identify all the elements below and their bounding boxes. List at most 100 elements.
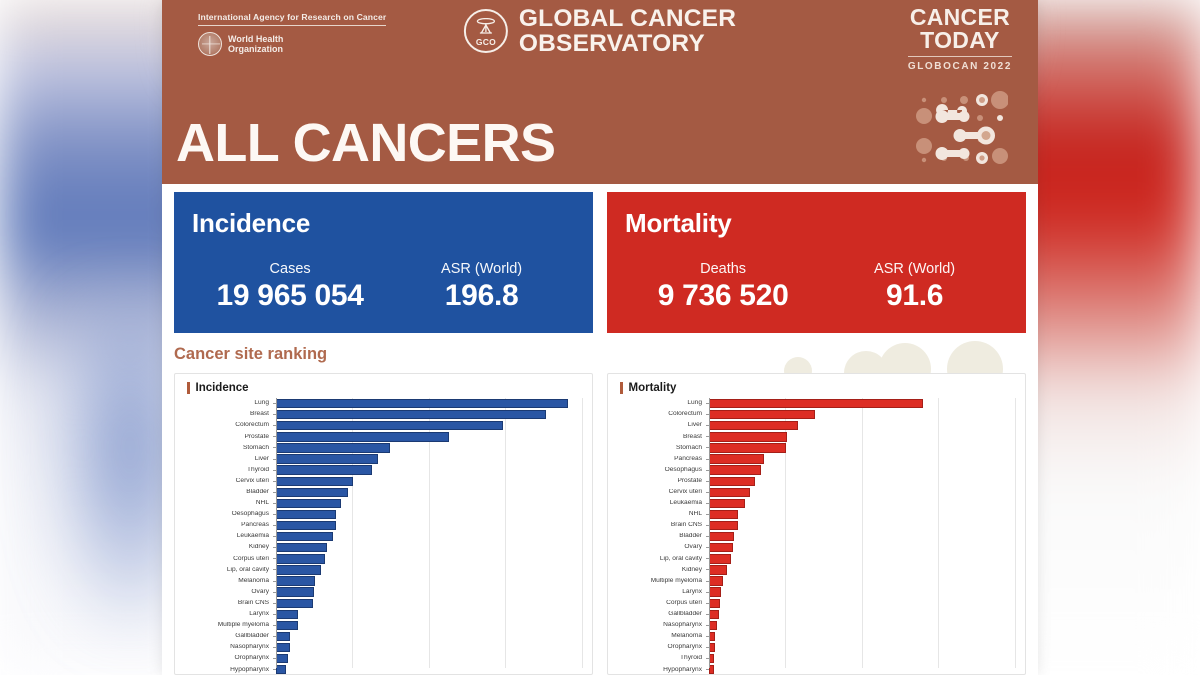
chart-bar[interactable] bbox=[275, 520, 336, 531]
chart-bar[interactable] bbox=[275, 543, 327, 553]
chart-bar[interactable] bbox=[275, 487, 348, 497]
chart-bar[interactable] bbox=[708, 587, 721, 597]
chart-row[interactable]: Leukaemia bbox=[181, 531, 582, 542]
chart-row[interactable]: Ovary bbox=[614, 542, 1015, 553]
chart-bar[interactable] bbox=[708, 665, 714, 674]
chart-bar[interactable] bbox=[275, 609, 298, 620]
chart-row[interactable]: Cervix uteri bbox=[181, 476, 582, 487]
chart-row[interactable]: Nasopharynx bbox=[181, 642, 582, 653]
chart-bar[interactable] bbox=[708, 565, 727, 575]
chart-bar[interactable] bbox=[275, 432, 449, 442]
chart-bar[interactable] bbox=[275, 576, 315, 586]
chart-bar[interactable] bbox=[275, 476, 354, 486]
chart-row[interactable]: Liver bbox=[181, 453, 582, 464]
incidence-ranking-panel[interactable]: Incidence Lung Breast Colorectum Prostate St… bbox=[174, 373, 593, 675]
chart-row[interactable]: NHL bbox=[181, 498, 582, 509]
chart-row[interactable]: Lung bbox=[614, 398, 1015, 409]
chart-row[interactable]: Pancreas bbox=[181, 520, 582, 531]
chart-row[interactable]: Bladder bbox=[614, 531, 1015, 542]
chart-row[interactable]: Melanoma bbox=[614, 631, 1015, 642]
chart-bar[interactable] bbox=[708, 531, 735, 542]
chart-bar[interactable] bbox=[708, 576, 723, 586]
chart-bar[interactable] bbox=[275, 554, 326, 564]
chart-row[interactable]: Oropharynx bbox=[614, 642, 1015, 653]
chart-row[interactable]: Lung bbox=[181, 398, 582, 409]
chart-bar[interactable] bbox=[708, 465, 761, 475]
chart-bar[interactable] bbox=[275, 665, 286, 674]
chart-bar[interactable] bbox=[275, 531, 333, 542]
chart-row[interactable]: Liver bbox=[614, 420, 1015, 431]
chart-row[interactable]: Pancreas bbox=[614, 453, 1015, 464]
mortality-ranking-panel[interactable]: Mortality Lung Colorectum Liver Breast Stoma… bbox=[607, 373, 1026, 675]
mortality-bar-chart[interactable]: Lung Colorectum Liver Breast Stomach Pancreas… bbox=[614, 398, 1016, 674]
chart-bar[interactable] bbox=[708, 498, 745, 509]
chart-bar[interactable] bbox=[708, 543, 733, 553]
chart-row[interactable]: Multiple myeloma bbox=[614, 576, 1015, 587]
chart-bar[interactable] bbox=[275, 465, 373, 475]
chart-row[interactable]: NHL bbox=[614, 509, 1015, 520]
chart-row[interactable]: Corpus uteri bbox=[614, 598, 1015, 609]
chart-row[interactable]: Gallbladder bbox=[614, 609, 1015, 620]
chart-row[interactable]: Melanoma bbox=[181, 576, 582, 587]
chart-row[interactable]: Kidney bbox=[181, 542, 582, 553]
chart-row[interactable]: Kidney bbox=[614, 564, 1015, 575]
chart-bar[interactable] bbox=[708, 409, 816, 420]
chart-bar[interactable] bbox=[275, 498, 341, 509]
chart-row[interactable]: Oropharynx bbox=[181, 653, 582, 664]
chart-bar[interactable] bbox=[708, 443, 787, 453]
chart-bar[interactable] bbox=[275, 421, 503, 431]
chart-row[interactable]: Oesophagus bbox=[181, 509, 582, 520]
chart-bar[interactable] bbox=[708, 398, 923, 409]
chart-bar[interactable] bbox=[275, 565, 322, 575]
chart-row[interactable]: Breast bbox=[614, 431, 1015, 442]
chart-row[interactable]: Hypopharynx bbox=[614, 664, 1015, 674]
chart-row[interactable]: Colorectum bbox=[181, 420, 582, 431]
chart-row[interactable]: Thyroid bbox=[614, 653, 1015, 664]
chart-bar[interactable] bbox=[708, 487, 750, 497]
chart-bar[interactable] bbox=[708, 509, 739, 520]
chart-bar[interactable] bbox=[708, 631, 716, 642]
chart-bar[interactable] bbox=[275, 398, 568, 409]
chart-bar[interactable] bbox=[708, 421, 798, 431]
chart-row[interactable]: Prostate bbox=[614, 476, 1015, 487]
chart-row[interactable]: Gallbladder bbox=[181, 631, 582, 642]
chart-row[interactable]: Stomach bbox=[614, 442, 1015, 453]
chart-bar[interactable] bbox=[275, 631, 290, 642]
chart-bar[interactable] bbox=[708, 454, 764, 464]
chart-bar[interactable] bbox=[708, 609, 719, 620]
chart-bar[interactable] bbox=[275, 642, 290, 653]
chart-row[interactable]: Brain CNS bbox=[614, 520, 1015, 531]
chart-row[interactable]: Leukaemia bbox=[614, 498, 1015, 509]
chart-row[interactable]: Prostate bbox=[181, 431, 582, 442]
chart-bar[interactable] bbox=[708, 620, 718, 631]
chart-row[interactable]: Corpus uteri bbox=[181, 553, 582, 564]
chart-bar[interactable] bbox=[275, 654, 289, 664]
chart-bar[interactable] bbox=[275, 620, 298, 631]
chart-bar[interactable] bbox=[708, 554, 731, 564]
chart-row[interactable]: Larynx bbox=[614, 587, 1015, 598]
chart-bar[interactable] bbox=[708, 476, 756, 486]
chart-bar[interactable] bbox=[275, 409, 547, 420]
chart-row[interactable]: Colorectum bbox=[614, 409, 1015, 420]
chart-row[interactable]: Oesophagus bbox=[614, 465, 1015, 476]
chart-bar[interactable] bbox=[275, 598, 314, 608]
incidence-bar-chart[interactable]: Lung Breast Colorectum Prostate Stomach Liver… bbox=[181, 398, 583, 674]
chart-row[interactable]: Thyroid bbox=[181, 465, 582, 476]
chart-bar[interactable] bbox=[708, 598, 721, 608]
chart-bar[interactable] bbox=[708, 432, 788, 442]
chart-row[interactable]: Brain CNS bbox=[181, 598, 582, 609]
chart-row[interactable]: Breast bbox=[181, 409, 582, 420]
chart-row[interactable]: Ovary bbox=[181, 587, 582, 598]
chart-bar[interactable] bbox=[275, 587, 314, 597]
chart-bar[interactable] bbox=[708, 520, 738, 531]
chart-row[interactable]: Stomach bbox=[181, 442, 582, 453]
chart-row[interactable]: Hypopharynx bbox=[181, 664, 582, 674]
chart-row[interactable]: Nasopharynx bbox=[614, 620, 1015, 631]
chart-bar[interactable] bbox=[275, 443, 390, 453]
chart-row[interactable]: Multiple myeloma bbox=[181, 620, 582, 631]
chart-row[interactable]: Lip, oral cavity bbox=[614, 553, 1015, 564]
chart-row[interactable]: Bladder bbox=[181, 487, 582, 498]
chart-bar[interactable] bbox=[275, 454, 378, 464]
chart-bar[interactable] bbox=[275, 509, 336, 520]
chart-row[interactable]: Cervix uteri bbox=[614, 487, 1015, 498]
